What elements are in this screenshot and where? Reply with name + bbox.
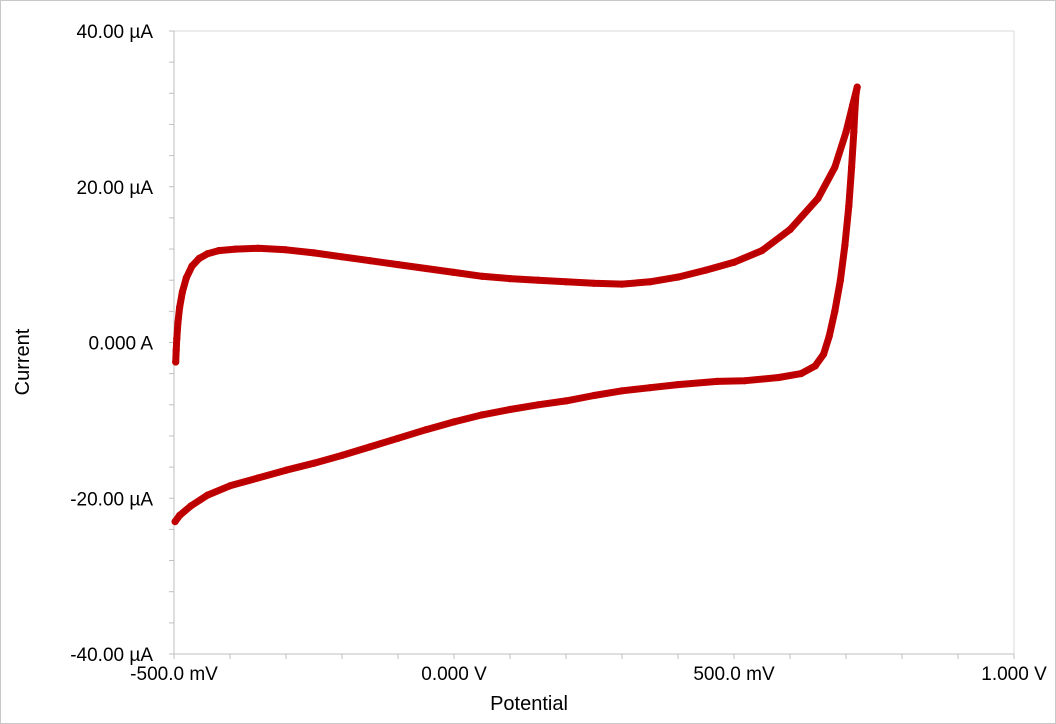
data-point: [422, 426, 430, 434]
data-point: [174, 319, 182, 327]
x-tick-label: 0.000 V: [421, 664, 487, 685]
x-axis-title: Potential: [490, 693, 568, 715]
data-point: [786, 226, 794, 234]
series-layer: [171, 83, 861, 526]
y-tick-label: -20.00 µA: [70, 489, 153, 510]
data-point: [282, 246, 290, 254]
data-point: [232, 245, 240, 253]
data-point: [590, 279, 598, 287]
data-point: [204, 250, 212, 258]
data-point: [172, 358, 180, 366]
data-point: [173, 335, 181, 343]
data-point: [646, 384, 654, 392]
data-point: [674, 381, 682, 389]
data-point: [310, 249, 318, 257]
data-point: [478, 272, 486, 280]
data-point: [797, 370, 805, 378]
data-point: [366, 257, 374, 265]
series-line: [171, 83, 861, 526]
data-point: [825, 332, 833, 340]
data-point: [646, 278, 654, 286]
data-point: [172, 346, 180, 354]
tick-labels: -500.0 mV 0.000 V 500.0 mV 1.000 V 40.00 µA 2…: [70, 22, 1047, 685]
data-point: [702, 266, 710, 274]
data-point: [845, 202, 853, 210]
data-point: [741, 377, 749, 385]
data-point: [814, 194, 822, 202]
data-point: [195, 254, 203, 262]
data-point: [394, 434, 402, 442]
data-point: [254, 244, 262, 252]
data-point: [171, 518, 179, 526]
data-point: [176, 303, 184, 312]
data-point: [394, 261, 402, 269]
data-point: [215, 247, 223, 255]
data-point: [450, 268, 458, 276]
data-point: [422, 264, 430, 273]
data-point: [618, 280, 626, 288]
data-point: [562, 397, 570, 405]
data-point: [338, 253, 346, 261]
x-tick-label: -500.0 mV: [130, 664, 218, 685]
data-point: [848, 163, 856, 171]
data-point: [506, 275, 514, 283]
data-point: [534, 276, 542, 284]
data-point: [836, 276, 845, 284]
data-point: [226, 482, 234, 490]
data-point: [851, 105, 859, 113]
data-point: [831, 163, 839, 171]
data-point: [820, 350, 828, 358]
data-point: [182, 274, 190, 282]
data-point: [204, 491, 212, 499]
data-point: [831, 307, 839, 315]
data-point: [758, 247, 766, 255]
data-point: [841, 241, 849, 249]
data-point: [506, 405, 514, 414]
x-tick-label: 500.0 mV: [693, 664, 775, 685]
data-point: [590, 391, 598, 400]
x-tick-label: 1.000 V: [981, 664, 1047, 685]
data-point: [852, 89, 860, 97]
data-point: [310, 459, 318, 467]
data-point: [853, 83, 861, 91]
y-tick-label: -40.00 µA: [70, 645, 153, 666]
data-point: [850, 128, 858, 136]
data-point: [534, 401, 542, 409]
data-point: [178, 288, 186, 296]
series-line-core: [174, 86, 859, 523]
data-point: [282, 466, 290, 474]
y-tick-label: 40.00 µA: [77, 22, 154, 43]
data-point: [811, 362, 819, 370]
data-point: [478, 411, 486, 419]
data-point: [338, 451, 346, 459]
data-point: [713, 377, 721, 385]
y-tick-label: 20.00 µA: [77, 178, 154, 199]
data-point: [254, 474, 262, 482]
data-point: [775, 373, 783, 382]
data-point: [187, 502, 195, 510]
data-point: [176, 511, 184, 519]
minor-ticks: [169, 30, 1015, 659]
y-tick-label: 0.000 A: [89, 334, 154, 355]
data-point: [366, 443, 374, 451]
data-point: [674, 273, 682, 281]
y-axis-title: Current: [12, 328, 34, 395]
data-point: [450, 418, 458, 426]
data-point: [618, 387, 626, 395]
data-point: [188, 262, 196, 270]
data-point: [730, 258, 738, 266]
plot-frame: [173, 30, 1015, 655]
data-point: [842, 128, 850, 136]
data-point: [562, 278, 570, 286]
